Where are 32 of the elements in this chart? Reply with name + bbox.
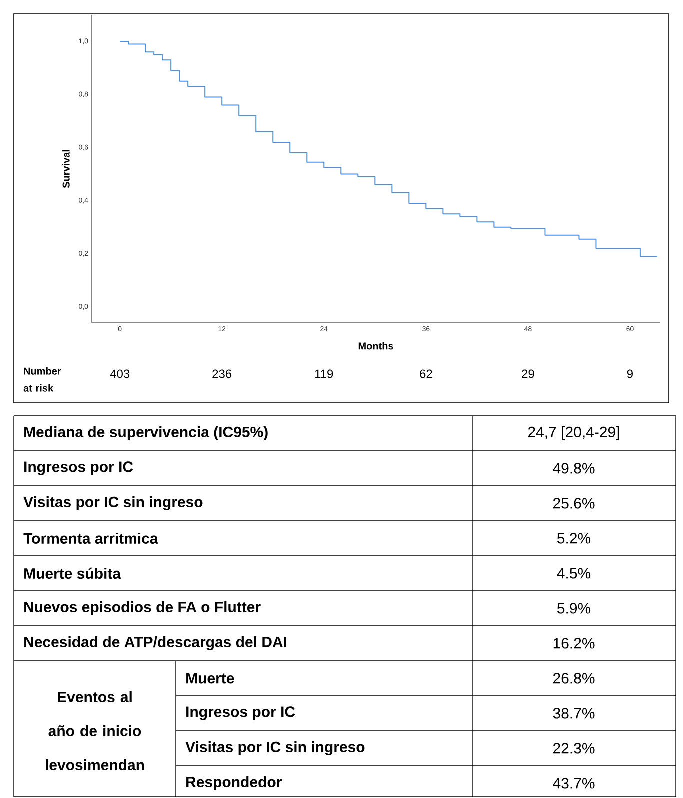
text: 16.2% [554, 638, 595, 649]
text: 62 [420, 370, 432, 378]
text: 43.7% [553, 778, 595, 789]
text: 4.5% [557, 568, 591, 579]
text: 236 [212, 370, 232, 378]
text: 5.2% [558, 533, 591, 544]
text: Visitas por IC sin ingreso [24, 496, 203, 511]
x-axis-title: Months [358, 342, 394, 350]
y-axis-title: Survival [62, 150, 70, 188]
text: Tormenta arritmica [24, 532, 158, 544]
text: Necesidad de ATP/descargas del DAI [24, 636, 286, 651]
text: 119 [315, 370, 334, 378]
text: Mediana de supervivencia (IC95%) [24, 426, 268, 440]
text: 22.3% [553, 743, 595, 754]
text: Nuevos episodios de FA o Flutter [24, 602, 261, 616]
text: 5.9% [558, 603, 591, 614]
text: 25.6% [553, 498, 595, 509]
text: Muerte súbita [24, 568, 122, 580]
text: 38.7% [553, 708, 595, 719]
text: 26.8% [553, 673, 595, 684]
text: Number at risk [24, 368, 62, 392]
text: Ingresos por IC [24, 462, 134, 476]
text: 403 [110, 370, 130, 378]
text: 24,7 [20,4-29] [528, 426, 620, 440]
text: Ingresos por IC [186, 706, 296, 720]
text: 29 [522, 370, 534, 378]
text: 49.8% [553, 463, 595, 474]
text: 9 [627, 370, 633, 378]
text: Eventos al año de inicio levosimendan [46, 691, 144, 770]
text: Visitas por IC sin ingreso [186, 741, 365, 756]
text: Muerte [186, 673, 234, 684]
text: Respondedor [186, 776, 282, 790]
